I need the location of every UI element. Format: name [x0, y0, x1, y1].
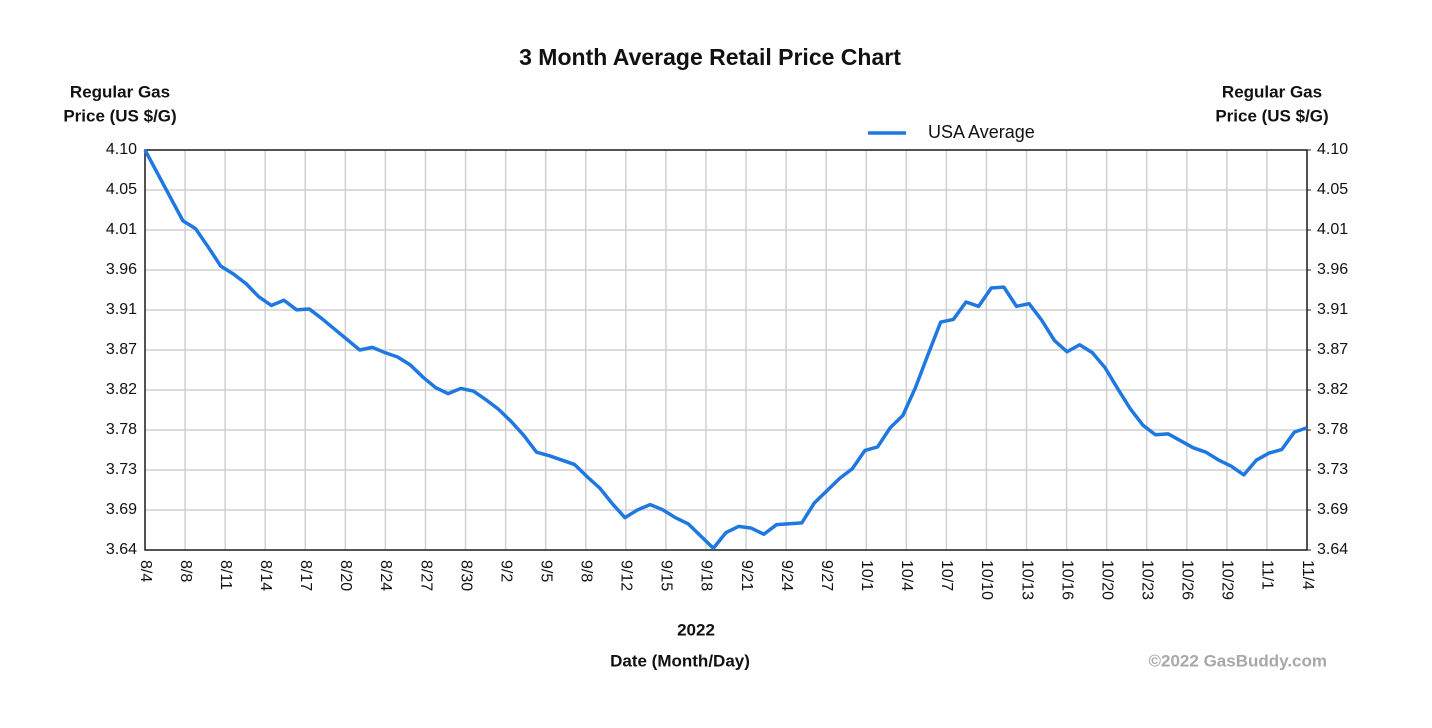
y-tick-label: 3.82	[106, 381, 137, 398]
x-tick-label: 9/21	[738, 560, 755, 591]
y-tick-label: 4.10	[106, 141, 137, 158]
x-tick-label: 8/11	[217, 560, 234, 590]
y2-tick-label: 3.91	[1317, 301, 1348, 318]
x-tick-label: 9/5	[537, 560, 554, 582]
line-series	[143, 149, 1308, 550]
x-tick-label: 9/27	[818, 560, 835, 591]
x-tick-label: 8/14	[257, 560, 274, 591]
x-tick-label: 10/23	[1138, 560, 1155, 600]
x-tick-label: 8/8	[177, 560, 194, 582]
x-tick-label: 8/24	[377, 560, 394, 591]
y-tick-label: 3.87	[106, 341, 137, 358]
y-tick-label: 3.64	[106, 541, 137, 558]
x-tick-label: 10/10	[978, 560, 995, 600]
y2-tick-label: 4.10	[1317, 141, 1348, 158]
x-tick-label: 9/12	[618, 560, 635, 591]
x-tick-label: 8/27	[417, 560, 434, 591]
y-tick-label: 4.05	[106, 181, 137, 198]
x-tick-label: 9/24	[778, 560, 795, 591]
x-tick-label: 10/13	[1018, 560, 1035, 600]
y2-tick-label: 3.69	[1317, 501, 1348, 518]
x-axis-label: Date (Month/Day)	[610, 651, 750, 670]
plot-frame	[144, 149, 1308, 551]
x-tick-label: 9/8	[578, 560, 595, 582]
y-tick-label: 3.73	[106, 461, 137, 478]
y2-tick-label: 3.87	[1317, 341, 1348, 358]
y2-tick-label: 3.73	[1317, 461, 1348, 478]
x-tick-label: 10/7	[938, 560, 955, 591]
y-axis-label: Regular Gas	[70, 82, 170, 101]
chart-title: 3 Month Average Retail Price Chart	[519, 44, 901, 70]
x-tick-label: 10/20	[1098, 560, 1115, 600]
y-tick-label: 3.96	[106, 261, 137, 278]
y2-tick-label: 3.82	[1317, 381, 1348, 398]
x-tick-label: 11/1	[1259, 560, 1276, 590]
x-tick-label: 9/18	[698, 560, 715, 591]
x-tick-label: 10/16	[1058, 560, 1075, 600]
y2-tick-label: 3.78	[1317, 421, 1348, 438]
x-axis-year: 2022	[677, 620, 715, 639]
y2-tick-label: 3.64	[1317, 541, 1348, 558]
x-tick-label: 9/15	[658, 560, 675, 591]
x-tick-label: 11/4	[1299, 560, 1316, 590]
y-tick-label: 3.78	[106, 421, 137, 438]
x-tick-label: 9/2	[497, 560, 514, 582]
y2-tick-label: 4.01	[1317, 221, 1348, 238]
legend-label: USA Average	[928, 122, 1035, 142]
x-tick-label: 8/4	[137, 560, 154, 582]
x-tick-label: 10/29	[1219, 560, 1236, 600]
y2-axis-label: Regular Gas	[1222, 82, 1322, 101]
y-axis-label: Price (US $/G)	[63, 106, 176, 125]
y-tick-label: 4.01	[106, 221, 137, 238]
y-tick-label: 3.91	[106, 301, 137, 318]
x-tick-label: 10/4	[898, 560, 915, 591]
x-tick-label: 8/20	[337, 560, 354, 591]
y-tick-label: 3.69	[106, 501, 137, 518]
x-tick-label: 10/26	[1179, 560, 1196, 600]
y2-tick-label: 3.96	[1317, 261, 1348, 278]
y2-tick-label: 4.05	[1317, 181, 1348, 198]
credit: ©2022 GasBuddy.com	[1149, 651, 1328, 670]
x-tick-label: 8/30	[457, 560, 474, 591]
y2-axis-label: Price (US $/G)	[1215, 106, 1328, 125]
x-tick-label: 10/1	[858, 560, 875, 591]
x-tick-label: 8/17	[297, 560, 314, 591]
